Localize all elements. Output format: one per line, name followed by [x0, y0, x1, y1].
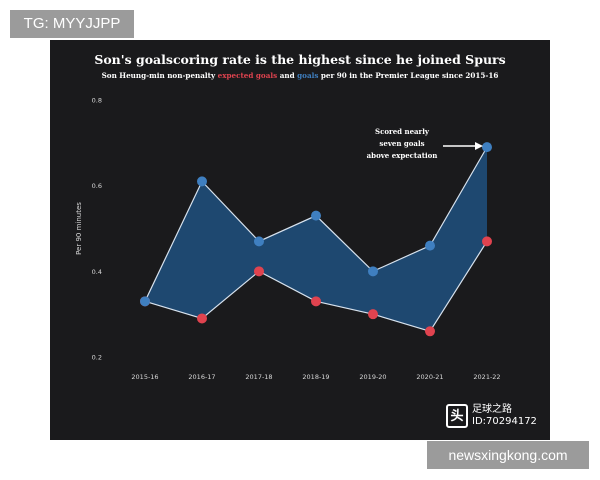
- x-tick-label: 2016-17: [188, 373, 215, 381]
- annotation-line-2: seven goals: [379, 139, 425, 148]
- goals-chart: 0.2 0.4 0.6 0.8 2015-16 2016-17 2017-18 2018-19…: [75, 97, 501, 382]
- watermark-id: ID:70294172: [472, 416, 537, 427]
- annotation-line-3: above expectation: [366, 151, 438, 160]
- y-axis-label: Per 90 minutes: [75, 202, 83, 255]
- data-point-expected-goals: [197, 313, 207, 324]
- annotation-text: Scored nearly seven goals above expectat…: [362, 126, 442, 162]
- data-point-expected-goals: [254, 266, 264, 277]
- data-point-expected-goals: [311, 296, 321, 307]
- y-tick-label: 0.8: [92, 97, 102, 105]
- data-point-goals: [197, 176, 207, 187]
- telegram-id-badge: TG: MYYJJPP: [10, 10, 134, 38]
- data-point-goals: [311, 210, 321, 221]
- subtitle-goals-label: goals: [297, 71, 319, 80]
- data-point-goals: [140, 296, 150, 307]
- x-tick-label: 2017-18: [245, 373, 272, 381]
- data-point-goals: [425, 240, 435, 251]
- y-tick-label: 0.6: [92, 182, 102, 190]
- x-tick-label: 2018-19: [302, 373, 329, 381]
- y-tick-label: 0.4: [92, 268, 102, 276]
- subtitle-pre: Son Heung-min non-penalty: [101, 71, 216, 80]
- annotation-arrow-head: [475, 142, 483, 150]
- chart-subtitle: Son Heung-min non-penalty expected goals…: [50, 71, 550, 80]
- data-point-expected-goals: [482, 236, 492, 247]
- data-point-expected-goals: [425, 326, 435, 337]
- annotation-line-1: Scored nearly: [375, 127, 429, 136]
- subtitle-mid: and: [279, 71, 295, 80]
- data-point-goals: [254, 236, 264, 247]
- x-tick-label: 2021-22: [473, 373, 500, 381]
- x-tick-label: 2020-21: [416, 373, 443, 381]
- area-between-series: [145, 147, 487, 332]
- site-url-badge: newsxingkong.com: [427, 441, 589, 469]
- watermark-text: 足球之路 ID:70294172: [472, 404, 537, 428]
- chart-title: Son's goalscoring rate is the highest si…: [94, 52, 506, 67]
- watermark-name: 足球之路: [472, 404, 512, 415]
- subtitle-post: per 90 in the Premier League since 2015-…: [320, 71, 499, 80]
- subtitle-xg-label: expected goals: [217, 71, 278, 80]
- data-point-goals: [368, 266, 378, 277]
- y-tick-label: 0.2: [92, 354, 102, 362]
- chart-panel: 0.2 0.4 0.6 0.8 2015-16 2016-17 2017-18 2018-19…: [50, 40, 550, 440]
- data-point-expected-goals: [368, 309, 378, 320]
- data-point-goals: [482, 142, 492, 153]
- news-logo-icon: 头: [446, 404, 468, 428]
- x-tick-label: 2019-20: [359, 373, 386, 381]
- x-tick-label: 2015-16: [131, 373, 158, 381]
